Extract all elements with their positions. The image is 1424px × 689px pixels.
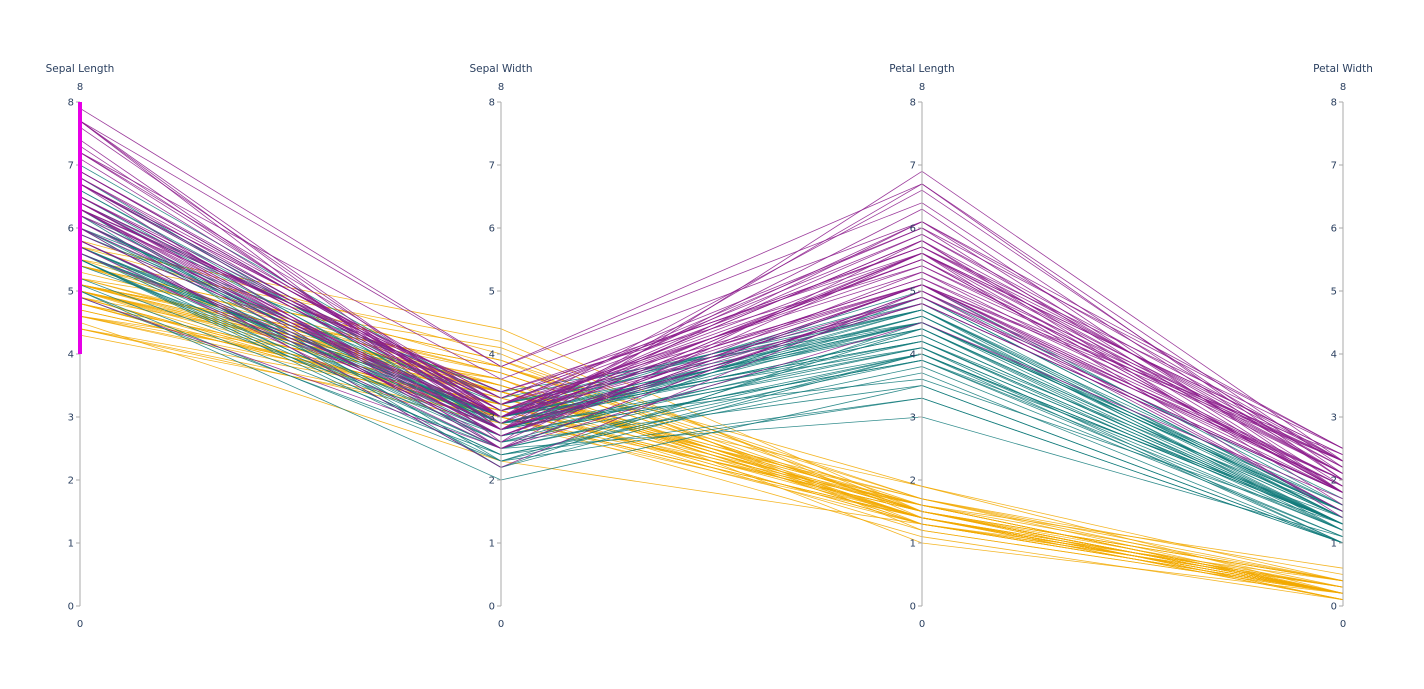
data-line-versicolor: [79, 284, 1344, 538]
data-line-versicolor: [79, 290, 1344, 544]
tick-label: 1: [489, 539, 495, 550]
tick-label: 2: [68, 476, 74, 487]
data-line-versicolor: [79, 259, 1344, 525]
data-line-virginica: [79, 177, 1344, 462]
tick-label: 8: [68, 98, 74, 109]
axis-title[interactable]: Petal Width: [1313, 63, 1373, 75]
range-top-label: 8: [919, 82, 925, 93]
range-bottom-label: 0: [919, 619, 925, 630]
tick-label: 6: [489, 224, 495, 235]
tick-label: 8: [910, 98, 916, 109]
tick-label: 0: [910, 602, 916, 613]
tick-label: 4: [1331, 350, 1337, 361]
tick-label: 3: [68, 413, 74, 424]
tick-label: 0: [68, 602, 74, 613]
tick-label: 7: [489, 161, 495, 172]
data-line-virginica: [79, 152, 1344, 449]
range-top-label: 8: [498, 82, 504, 93]
data-line-virginica: [79, 233, 1344, 493]
tick-label: 0: [1331, 602, 1337, 613]
data-line-virginica: [79, 196, 1344, 481]
tick-label: 4: [489, 350, 495, 361]
tick-label: 2: [1331, 476, 1337, 487]
axis-pw[interactable]: 0 1 2 3 4 5 6 7 8 Petal Width 8 0: [1313, 63, 1373, 630]
data-line-virginica: [79, 296, 1344, 500]
axis-sw[interactable]: 0 1 2 3 4 5 6 7 8 Sepal Width 8 0: [470, 63, 533, 630]
tick-label: 6: [1331, 224, 1337, 235]
tick-label: 6: [68, 224, 74, 235]
tick-label: 5: [910, 287, 916, 298]
tick-label: 7: [910, 161, 916, 172]
tick-label: 5: [489, 287, 495, 298]
tick-label: 1: [68, 539, 74, 550]
range-top-label: 8: [77, 82, 83, 93]
range-bottom-label: 0: [498, 619, 504, 630]
data-line-virginica: [79, 202, 1344, 468]
data-line-virginica: [79, 183, 1344, 449]
tick-label: 1: [910, 539, 916, 550]
tick-label: 3: [1331, 413, 1337, 424]
tick-label: 0: [489, 602, 495, 613]
data-line-virginica: [79, 120, 1344, 468]
tick-label: 2: [910, 476, 916, 487]
tick-label: 3: [910, 413, 916, 424]
tick-label: 7: [68, 161, 74, 172]
tick-label: 7: [1331, 161, 1337, 172]
tick-label: 3: [489, 413, 495, 424]
tick-label: 8: [1331, 98, 1337, 109]
axis-sl[interactable]: 0 1 2 3 4 5 6 7 8 Sepal Length 8 0: [46, 63, 115, 630]
tick-label: 4: [910, 350, 916, 361]
tick-label: 6: [910, 224, 916, 235]
data-line-virginica: [79, 240, 1344, 487]
data-line-virginica: [79, 183, 1344, 456]
axis-title[interactable]: Sepal Width: [470, 63, 533, 75]
tick-label: 4: [68, 350, 74, 361]
tick-label: 8: [489, 98, 495, 109]
data-line-versicolor: [79, 259, 1344, 544]
data-lines-layer: [79, 107, 1344, 601]
tick-label: 1: [1331, 539, 1337, 550]
data-line-setosa: [79, 296, 1344, 601]
tick-label: 5: [1331, 287, 1337, 298]
range-bottom-label: 0: [1340, 619, 1346, 630]
data-line-virginica: [79, 120, 1344, 481]
range-top-label: 8: [1340, 82, 1346, 93]
axis-title[interactable]: Petal Length: [889, 63, 954, 75]
data-line-virginica: [79, 227, 1344, 512]
tick-label: 2: [489, 476, 495, 487]
data-line-virginica: [79, 215, 1344, 462]
axis-title[interactable]: Sepal Length: [46, 63, 115, 75]
tick-label: 5: [68, 287, 74, 298]
axis-pl[interactable]: 0 1 2 3 4 5 6 7 8 Petal Length 8 0: [889, 63, 954, 630]
range-bottom-label: 0: [77, 619, 83, 630]
